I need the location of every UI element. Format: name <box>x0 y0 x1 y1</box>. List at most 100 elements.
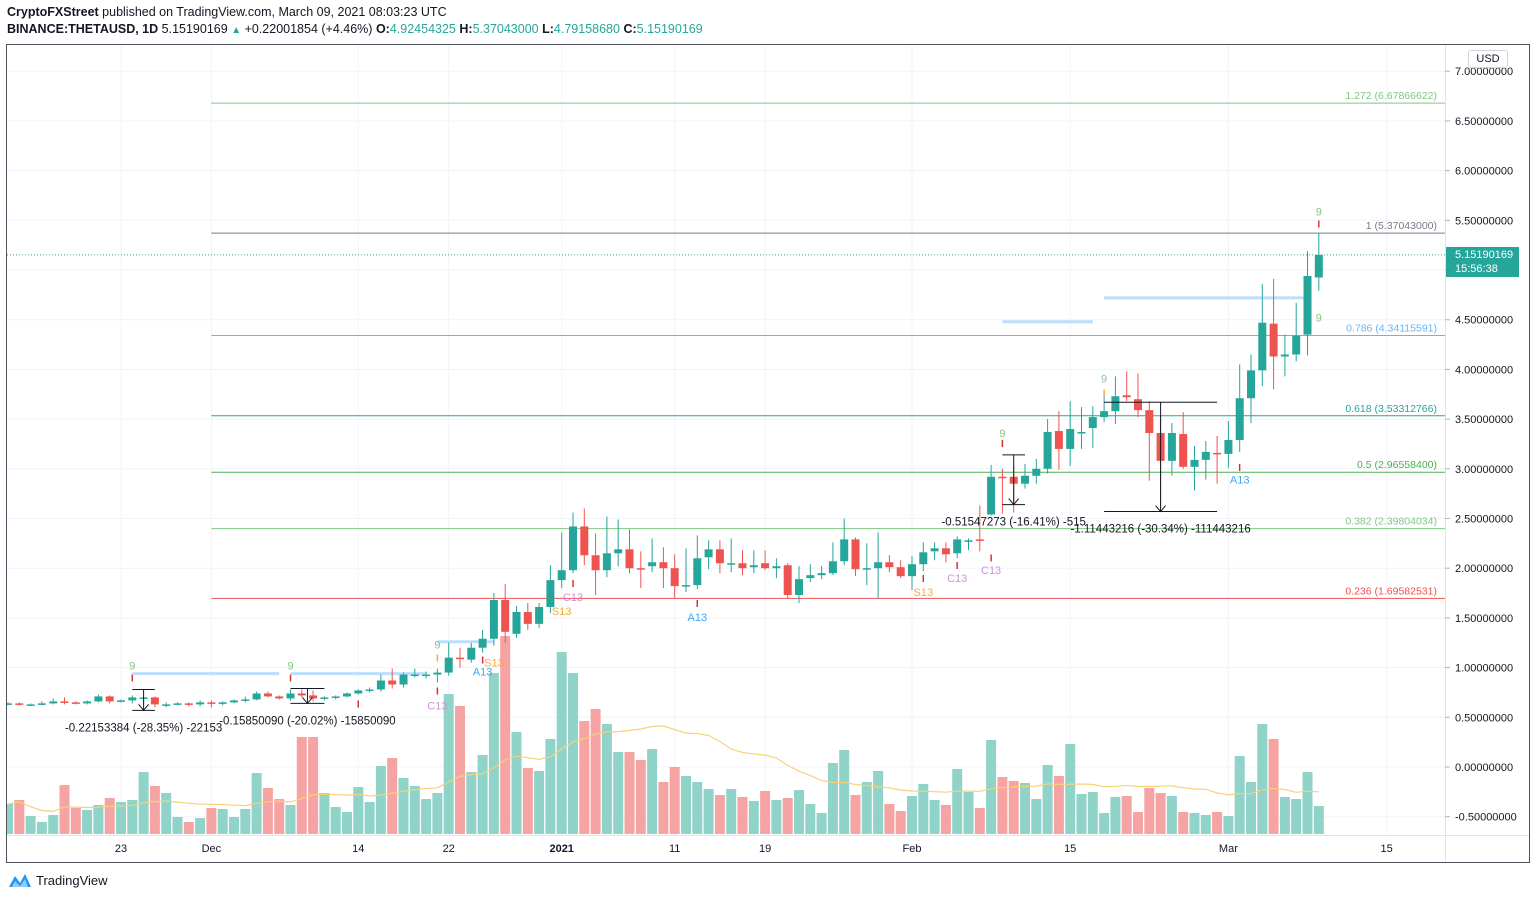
candle <box>919 542 928 572</box>
td-marker: A13 <box>688 612 708 624</box>
candle-body <box>399 674 408 685</box>
volume-bar <box>1291 799 1302 834</box>
candle <box>670 554 679 599</box>
volume-bar <box>601 724 612 834</box>
volume-bar <box>319 793 330 834</box>
candle <box>15 702 24 706</box>
candle-body <box>388 680 397 685</box>
candle <box>388 668 397 689</box>
candle <box>37 701 46 706</box>
candle-body <box>614 549 623 554</box>
candle-body <box>501 600 510 632</box>
candle-body <box>286 693 295 699</box>
volume-bar <box>342 812 352 834</box>
price-range-measure: -0.51547273 (-16.41%) -515 <box>941 454 1086 529</box>
candle-body <box>49 701 58 704</box>
currency-label[interactable]: USD <box>1468 50 1508 68</box>
publish-text: published on TradingView.com, March 09, … <box>102 5 447 19</box>
td-marker: I <box>436 686 439 697</box>
candle <box>1179 412 1188 469</box>
candle-body <box>580 526 589 556</box>
volume-bar <box>669 767 680 834</box>
measurements[interactable]: -0.22153384 (-28.35%) -22153-0.15850090 … <box>65 401 1251 734</box>
candle-body <box>648 562 657 567</box>
price-range-measure: -0.22153384 (-28.35%) -22153 <box>65 688 222 734</box>
td-marker: A13 <box>1230 475 1250 487</box>
candle <box>1201 440 1210 480</box>
volume-bar <box>172 817 183 834</box>
td-marker: I <box>131 674 134 685</box>
author-name[interactable]: CryptoFXStreet <box>7 5 99 19</box>
candle-body <box>433 672 442 675</box>
candle-body <box>659 562 668 569</box>
td-marker: C13 <box>563 592 583 604</box>
candle-body <box>456 657 464 660</box>
candle <box>512 605 521 638</box>
volume-bar <box>116 802 126 834</box>
candle-body <box>37 703 46 705</box>
td-marker: C13 <box>947 573 967 585</box>
time-tick-label: 22 <box>443 843 455 855</box>
candle-body <box>207 702 216 704</box>
volume-bar <box>805 804 816 834</box>
candle <box>772 558 781 579</box>
candle <box>1292 302 1301 362</box>
volume-bar <box>1042 765 1053 834</box>
volume-bar <box>534 771 545 834</box>
volume-bar <box>827 763 838 834</box>
volume-bar <box>647 749 658 834</box>
volume-bar <box>590 709 601 834</box>
candle <box>60 697 69 705</box>
candle-body <box>1054 431 1063 449</box>
triangle-up-icon: ▲ <box>231 25 242 36</box>
candle <box>1043 419 1052 474</box>
tradingview-logo[interactable]: TradingView <box>8 872 108 888</box>
fib-level-label: 1 (5.37043000) <box>1366 220 1437 232</box>
volume-bar <box>1144 788 1155 834</box>
price-axis[interactable]: 7.00000000 6.50000000 6.00000000 5.50000000… <box>1445 66 1517 824</box>
candle-body <box>60 701 69 703</box>
candle <box>704 540 713 570</box>
candle-body <box>376 680 385 690</box>
volume-bar <box>364 802 375 834</box>
candle <box>987 464 996 516</box>
volume-bar <box>274 799 285 834</box>
time-tick-label: 14 <box>352 843 364 855</box>
candle <box>1021 463 1029 489</box>
candle-body <box>489 600 498 639</box>
volume-bar <box>1166 796 1177 834</box>
candle-body <box>1088 417 1097 429</box>
candle-body <box>591 555 600 571</box>
volume-bar <box>782 798 793 834</box>
volume-bar <box>1099 813 1110 834</box>
td-marker: I <box>572 579 575 590</box>
volume-bar <box>771 800 782 834</box>
candle-body <box>806 575 815 579</box>
volume-bar <box>1313 806 1324 834</box>
candle <box>1145 401 1154 481</box>
candle-body <box>218 702 227 704</box>
time-tick-label: Feb <box>903 843 922 855</box>
low-value: 4.79158680 <box>553 22 620 36</box>
price-tick-label: 1.50000000 <box>1455 613 1513 625</box>
volume-bar <box>1020 783 1030 834</box>
td-marker: I <box>357 699 360 710</box>
candle <box>117 699 125 703</box>
candle <box>433 668 442 683</box>
candle <box>1269 278 1278 390</box>
candle <box>546 565 555 613</box>
price-tick-label: 0.50000000 <box>1455 712 1513 724</box>
candle-body <box>297 693 306 696</box>
candle-body <box>1201 451 1210 460</box>
fib-retracement[interactable]: 1.272 (6.67866622) 1 (5.37043000) 0.786 (4… <box>211 90 1445 599</box>
time-tick-label: 23 <box>115 843 127 855</box>
volume-bar <box>500 636 511 834</box>
candle <box>467 642 476 663</box>
volume-bar <box>127 800 138 834</box>
volume-bar <box>296 737 307 834</box>
volume-bar <box>70 808 81 834</box>
time-axis[interactable]: 23 Dec 14 22 2021 11 19 Feb 15 Mar 15 <box>115 843 1393 855</box>
td-marker: 9 <box>129 661 135 673</box>
candle-body <box>71 702 80 704</box>
